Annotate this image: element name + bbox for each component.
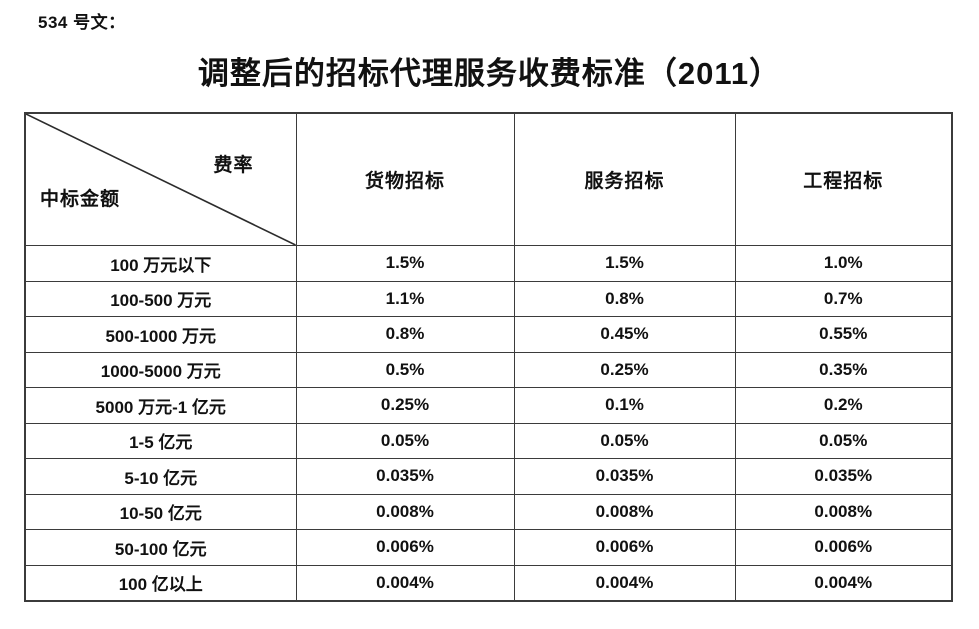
rate-cell: 0.006%: [295, 529, 515, 566]
table-row: 100-500 万元 1.1% 0.8% 0.7%: [24, 280, 953, 317]
rate-cell: 0.5%: [295, 351, 515, 388]
row-label: 10-50 亿元: [24, 493, 297, 530]
row-label: 5-10 亿元: [24, 458, 297, 495]
corner-cell-content: 费率 中标金额: [26, 114, 296, 245]
rate-cell: 0.004%: [513, 564, 736, 601]
column-header-service: 服务招标: [513, 112, 736, 246]
rate-cell: 0.45%: [513, 316, 736, 353]
doc-number: 534 号文：: [38, 13, 126, 32]
row-label: 5000 万元-1 亿元: [24, 387, 297, 424]
rate-cell: 1.0%: [734, 245, 953, 282]
table-row: 1000-5000 万元 0.5% 0.25% 0.35%: [24, 351, 953, 388]
corner-label-rate: 费率: [213, 155, 254, 176]
rate-cell: 0.7%: [734, 280, 953, 317]
column-header-engineering: 工程招标: [734, 112, 953, 246]
rate-cell: 0.1%: [513, 387, 736, 424]
page-title: 调整后的招标代理服务收费标准（2011）: [197, 56, 782, 91]
diagonal-line: [26, 114, 296, 245]
table-row: 5-10 亿元 0.035% 0.035% 0.035%: [24, 458, 953, 495]
row-label: 100 万元以下: [24, 245, 297, 282]
fee-table: 费率 中标金额 货物招标 服务招标 工程招标 100 万元以下 1.5% 1.5…: [24, 112, 953, 602]
rate-cell: 0.006%: [513, 529, 736, 566]
rate-cell: 0.006%: [734, 529, 953, 566]
rate-cell: 0.35%: [734, 351, 953, 388]
rate-cell: 0.008%: [734, 493, 953, 530]
rate-cell: 1.5%: [295, 245, 515, 282]
row-label: 50-100 亿元: [24, 529, 297, 566]
table-row: 10-50 亿元 0.008% 0.008% 0.008%: [24, 493, 953, 530]
rate-cell: 0.004%: [295, 564, 515, 601]
rate-cell: 1.5%: [513, 245, 736, 282]
rate-cell: 0.55%: [734, 316, 953, 353]
row-label: 1-5 亿元: [24, 422, 297, 459]
rate-cell: 0.035%: [734, 458, 953, 495]
corner-label-amount: 中标金额: [40, 189, 121, 210]
rate-cell: 0.008%: [513, 493, 736, 530]
table-row: 1-5 亿元 0.05% 0.05% 0.05%: [24, 422, 953, 459]
table-row: 100 亿以上 0.004% 0.004% 0.004%: [24, 564, 953, 601]
column-header-goods: 货物招标: [295, 112, 515, 246]
rate-cell: 0.05%: [295, 422, 515, 459]
rate-cell: 0.2%: [734, 387, 953, 424]
rate-cell: 0.8%: [295, 316, 515, 353]
rate-cell: 0.008%: [295, 493, 515, 530]
row-label: 100-500 万元: [24, 280, 297, 317]
table-header-row: 费率 中标金额 货物招标 服务招标 工程招标: [24, 112, 953, 246]
rate-cell: 0.25%: [295, 387, 515, 424]
rate-cell: 0.035%: [295, 458, 515, 495]
rate-cell: 0.05%: [734, 422, 953, 459]
rate-cell: 0.8%: [513, 280, 736, 317]
rate-cell: 0.035%: [513, 458, 736, 495]
corner-cell: 费率 中标金额: [24, 112, 297, 246]
rate-cell: 0.25%: [513, 351, 736, 388]
table-row: 100 万元以下 1.5% 1.5% 1.0%: [24, 245, 953, 282]
rate-cell: 0.004%: [734, 564, 953, 601]
table-row: 5000 万元-1 亿元 0.25% 0.1% 0.2%: [24, 387, 953, 424]
table-row: 50-100 亿元 0.006% 0.006% 0.006%: [24, 529, 953, 566]
row-label: 100 亿以上: [24, 564, 297, 601]
table-row: 500-1000 万元 0.8% 0.45% 0.55%: [24, 316, 953, 353]
row-label: 500-1000 万元: [24, 316, 297, 353]
row-label: 1000-5000 万元: [24, 351, 297, 388]
rate-cell: 0.05%: [513, 422, 736, 459]
rate-cell: 1.1%: [295, 280, 515, 317]
